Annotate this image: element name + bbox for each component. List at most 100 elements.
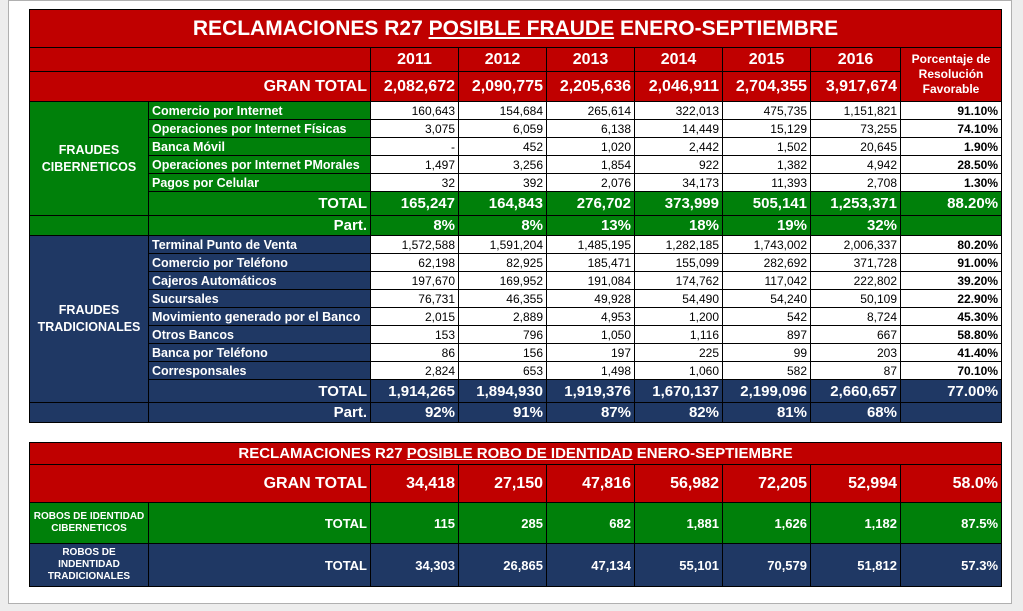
table-row: Comercio por Teléfono 62,198 82,925 185,471… [30,253,1003,272]
value-cell: 50,109 [810,289,901,308]
value-cell: 922 [634,155,723,174]
value-cell: 452 [458,137,547,156]
gran-total-value: 2,046,911 [634,71,723,102]
robo-ciber-value: 1,182 [810,502,901,544]
pct-resolution-header: Porcentaje de Resolución Favorable [899,47,1003,102]
robo-ciber-value: 115 [370,502,459,544]
gran-total-label: GRAN TOTAL [29,71,371,102]
part-value: 68% [810,402,901,423]
robo-gran-total-value: 34,418 [370,464,459,503]
value-cell: 371,728 [810,253,901,272]
gran-total-value: 2,090,775 [458,71,547,102]
robo-trad-pct: 57.3% [899,543,1003,587]
value-cell: 1,591,204 [458,235,547,254]
value-cell: 2,889 [458,307,547,326]
year-header-2016: 2016 [810,47,901,72]
robo-trad-value: 34,303 [370,543,459,587]
value-cell: 3,075 [370,119,459,138]
value-cell: 2,076 [546,173,635,192]
value-cell: 76,731 [370,289,459,308]
row-label: Operaciones por Internet PMorales [148,155,371,174]
row-label: Banca Móvil [148,137,371,156]
value-cell: 542 [722,307,811,326]
value-cell: 265,614 [546,101,635,120]
value-cell: 11,393 [722,173,811,192]
pct-cell: 45.30% [899,307,1003,326]
value-cell: 2,015 [370,307,459,326]
value-cell: 2,442 [634,137,723,156]
value-cell: 99 [722,343,811,362]
pct-cell: 1.30% [899,173,1003,192]
fraudes-ciberneticos-category: FRAUDES CIBERNETICOS [29,101,149,216]
part-value: 91% [458,402,547,423]
robo-ciber-value: 1,881 [634,502,723,544]
pct-cell: 74.10% [899,119,1003,138]
value-cell: 225 [634,343,723,362]
robo-ciber-value: 682 [546,502,635,544]
table-row: Pagos por Celular 32 392 2,076 34,173 11,393 2… [30,173,1003,192]
row-label: Pagos por Celular [148,173,371,192]
total-value: 2,660,657 [810,379,901,403]
value-cell: 475,735 [722,101,811,120]
value-cell: 1,200 [634,307,723,326]
part-value: 92% [370,402,459,423]
value-cell: 2,824 [370,361,459,380]
value-cell: 6,059 [458,119,547,138]
value-cell: 1,282,185 [634,235,723,254]
value-cell: 185,471 [546,253,635,272]
value-cell: 87 [810,361,901,380]
part-value: 87% [546,402,635,423]
part-spacer [29,402,149,423]
table-row: FRAUDES TRADICIONALES Terminal Punto de V… [29,235,1003,403]
value-cell: 1,497 [370,155,459,174]
pct-cell: 41.40% [899,343,1003,362]
value-cell: - [370,137,459,156]
value-cell: 897 [722,325,811,344]
value-cell: 15,129 [722,119,811,138]
robo-title: RECLAMACIONES R27 POSIBLE ROBO DE IDENTI… [28,442,1003,465]
value-cell: 34,173 [634,173,723,192]
value-cell: 203 [810,343,901,362]
value-cell: 1,382 [722,155,811,174]
year-header-2013: 2013 [546,47,635,72]
row-label: Corresponsales [148,361,371,380]
value-cell: 73,255 [810,119,901,138]
value-cell: 1,743,002 [722,235,811,254]
part-value: 82% [634,402,723,423]
gran-total-value: 2,082,672 [370,71,459,102]
total-value: 1,894,930 [458,379,547,403]
robo-table: RECLAMACIONES R27 POSIBLE ROBO DE IDENTI… [28,442,1003,587]
row-label: Cajeros Automáticos [148,271,371,290]
table-row: Cajeros Automáticos 197,670 169,952 191,084… [30,271,1003,290]
robo-gran-total-value: 27,150 [458,464,547,503]
pct-cell: 91.00% [899,253,1003,272]
year-header-spacer [29,47,371,72]
robo-ciber-pct: 87.5% [899,502,1003,544]
pct-cell: 80.20% [899,235,1003,254]
pct-cell: 91.10% [899,101,1003,120]
row-label: Terminal Punto de Venta [148,235,371,254]
part-row: Part. 8% 8% 13% 18% 19% 32% [29,215,1003,236]
value-cell: 8,724 [810,307,901,326]
value-cell: 4,953 [546,307,635,326]
total-label: TOTAL [148,191,371,216]
value-cell: 582 [722,361,811,380]
part-value: 18% [634,215,723,236]
part-row: Part. 92% 91% 87% 82% 81% 68% [29,402,1003,423]
row-label: Operaciones por Internet Físicas [148,119,371,138]
total-value: 165,247 [370,191,459,216]
gran-total-value: 3,917,674 [810,71,901,102]
value-cell: 1,485,195 [546,235,635,254]
value-cell: 1,020 [546,137,635,156]
year-header-2014: 2014 [634,47,723,72]
robo-ciber-category: ROBOS DE IDENTIDAD CIBERNETICOS [29,502,149,544]
part-value: 32% [810,215,901,236]
value-cell: 32 [370,173,459,192]
robo-gran-total-pct: 58.0% [899,464,1003,503]
value-cell: 1,050 [546,325,635,344]
value-cell: 1,060 [634,361,723,380]
value-cell: 197 [546,343,635,362]
total-row: TOTAL 165,247 164,843 276,702 373,999 505,141… [30,191,1003,216]
part-pct-spacer [899,215,1003,236]
pct-cell: 70.10% [899,361,1003,380]
